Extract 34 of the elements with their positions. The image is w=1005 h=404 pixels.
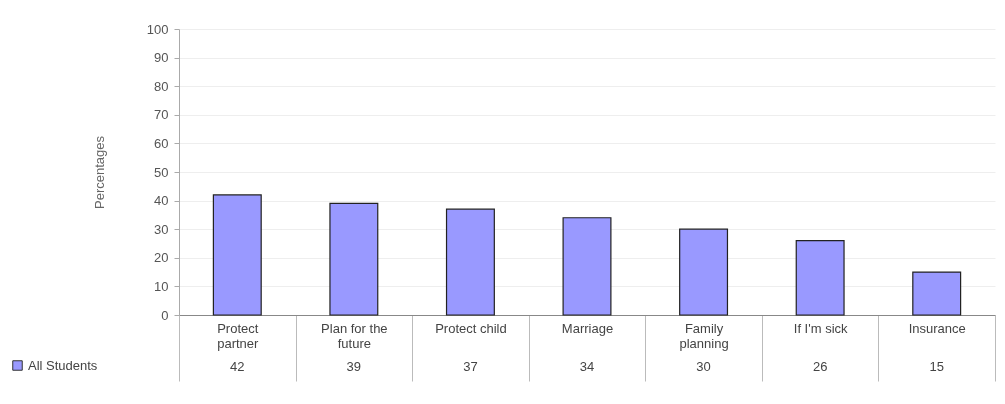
x-tick-label: Protect child — [435, 320, 507, 336]
bar — [212, 194, 262, 316]
x-tick-label: Marriage — [561, 320, 614, 336]
data-label: 37 — [463, 359, 478, 374]
bar — [562, 217, 612, 316]
data-label: 26 — [812, 359, 828, 374]
bar — [912, 271, 962, 316]
bar — [679, 228, 729, 316]
y-tick-label: 70 — [154, 107, 169, 123]
data-label: 39 — [346, 359, 362, 374]
legend-label: All Students — [28, 357, 98, 373]
y-tick-label: 100 — [146, 21, 169, 37]
x-tick-label: If I'm sick — [793, 320, 849, 336]
bar — [795, 240, 845, 316]
x-tick-label: Family planning — [679, 320, 729, 351]
data-label: 42 — [230, 359, 245, 374]
y-tick-label: 20 — [154, 250, 169, 266]
y-tick-label: 40 — [154, 193, 169, 209]
y-tick-label: 90 — [154, 50, 169, 66]
data-label: 30 — [696, 359, 711, 374]
x-tick-label: Insurance — [908, 320, 966, 336]
data-label: 15 — [929, 359, 944, 374]
data-label: 34 — [579, 359, 595, 374]
bar — [445, 208, 495, 316]
y-tick-label: 10 — [154, 278, 169, 294]
bar — [329, 202, 379, 316]
x-tick-label: Protect partner — [217, 320, 260, 351]
y-axis-title: Percentages — [91, 135, 107, 209]
y-tick-label: 60 — [154, 135, 169, 151]
y-tick-label: 0 — [161, 307, 169, 323]
y-tick-label: 80 — [154, 78, 169, 94]
x-tick-label: Plan for the future — [321, 320, 388, 351]
y-tick-label: 50 — [154, 164, 169, 180]
y-tick-label: 30 — [154, 221, 169, 237]
